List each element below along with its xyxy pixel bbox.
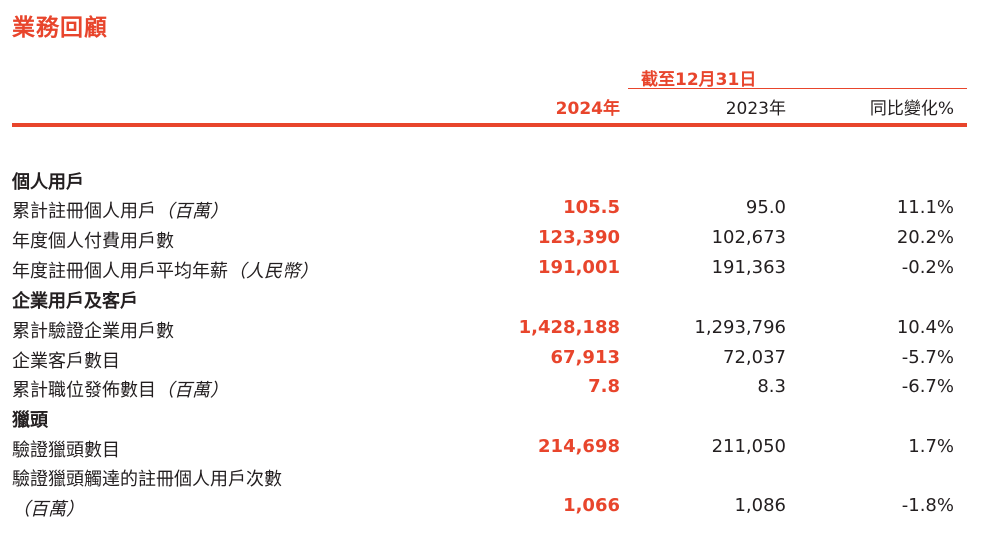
section-title: 企業用戶及客戶 [12,291,138,312]
value-2024: 105.5 [563,197,620,218]
row-label: 累計職位發佈數目（百萬） [12,376,228,402]
header-divider [12,123,967,127]
value-yoy: 10.4% [896,317,954,338]
value-2024: 191,001 [538,257,620,278]
value-yoy: 1.7% [908,436,954,457]
row-label-unit: （百萬） [12,499,84,520]
row-label: 累計註冊個人用戶（百萬） [12,197,228,223]
row-label: 累計驗證企業用戶數 [12,317,174,343]
value-2023: 72,037 [723,347,786,368]
value-2024: 1,066 [563,495,620,516]
value-yoy: 11.1% [896,197,954,218]
table-row: 年度註冊個人用戶平均年薪（人民幣） 191,001 191,363 -0.2% [0,253,982,283]
section-title: 個人用戶 [12,172,84,193]
section-header: 企業用戶及客戶 [0,283,982,313]
table-row: 驗證獵頭觸達的註冊個人用戶次數 [0,461,982,491]
row-label-unit: （人民幣） [228,261,318,282]
table-row: 驗證獵頭數目 214,698 211,050 1.7% [0,432,982,462]
row-label: 企業客戶數目 [12,347,120,373]
period-underline [628,88,967,89]
row-label-text: 年度註冊個人用戶平均年薪 [12,261,228,282]
section-header: 獵頭 [0,402,982,432]
row-label-text: 驗證獵頭數目 [12,440,120,461]
value-2023: 191,363 [711,257,786,278]
period-header: 截至12月31日 [641,70,757,90]
row-label: 年度個人付費用戶數 [12,227,174,253]
value-yoy: -1.8% [901,495,954,516]
value-2024: 214,698 [538,436,620,457]
page-title: 業務回顧 [12,15,108,41]
row-label: 驗證獵頭數目 [12,436,120,462]
value-2023: 211,050 [711,436,786,457]
value-2024: 7.8 [588,376,620,397]
section-header: 個人用戶 [0,164,982,194]
row-label-unit: （百萬） [156,380,228,401]
section-title: 獵頭 [12,410,48,431]
value-yoy: -0.2% [901,257,954,278]
table-row: 年度個人付費用戶數 123,390 102,673 20.2% [0,223,982,253]
table-row: 累計驗證企業用戶數 1,428,188 1,293,796 10.4% [0,313,982,343]
value-2024: 1,428,188 [518,317,620,338]
table-row: 企業客戶數目 67,913 72,037 -5.7% [0,343,982,373]
value-2023: 8.3 [757,376,786,397]
row-label: 年度註冊個人用戶平均年薪（人民幣） [12,257,318,283]
row-label-text: 驗證獵頭觸達的註冊個人用戶次數 [12,469,282,490]
table-row: （百萬） 1,066 1,086 -1.8% [0,491,982,521]
value-yoy: -6.7% [901,376,954,397]
value-2023: 102,673 [711,227,786,248]
table-row: 累計職位發佈數目（百萬） 7.8 8.3 -6.7% [0,372,982,402]
value-2024: 123,390 [538,227,620,248]
value-2023: 1,293,796 [694,317,786,338]
value-yoy: 20.2% [896,227,954,248]
row-label-text: 累計註冊個人用戶 [12,201,156,222]
value-yoy: -5.7% [901,347,954,368]
row-label-text: 累計職位發佈數目 [12,380,156,401]
column-header-2024: 2024年 [555,99,620,119]
row-label-unit: （百萬） [156,201,228,222]
row-label-text: 年度個人付費用戶數 [12,231,174,252]
table-row: 累計註冊個人用戶（百萬） 105.5 95.0 11.1% [0,193,982,223]
row-label: 驗證獵頭觸達的註冊個人用戶次數 [12,465,282,491]
value-2024: 67,913 [550,347,620,368]
row-label-text: 累計驗證企業用戶數 [12,321,174,342]
column-header-2023: 2023年 [725,99,786,119]
row-label: （百萬） [12,495,84,521]
row-label-text: 企業客戶數目 [12,351,120,372]
column-header-yoy: 同比變化% [869,99,954,119]
value-2023: 1,086 [734,495,786,516]
value-2023: 95.0 [745,197,786,218]
